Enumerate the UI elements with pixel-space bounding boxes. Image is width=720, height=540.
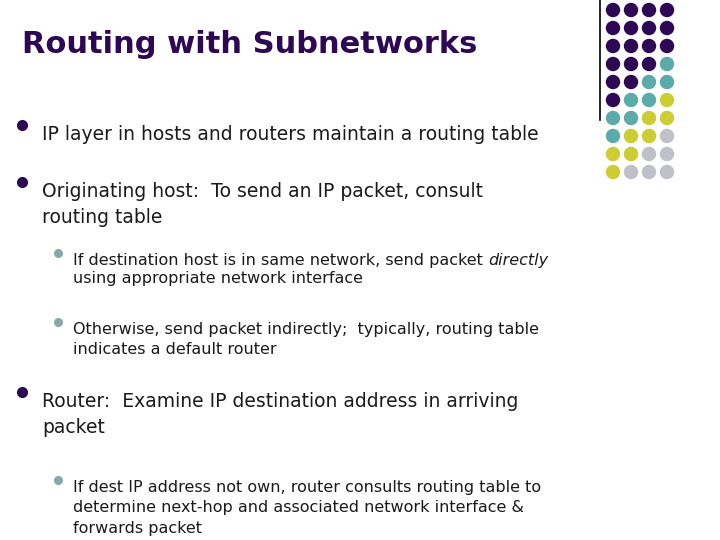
- Circle shape: [660, 130, 673, 143]
- Circle shape: [642, 130, 655, 143]
- Circle shape: [642, 147, 655, 160]
- Circle shape: [624, 93, 637, 106]
- Circle shape: [660, 165, 673, 179]
- Circle shape: [606, 57, 619, 71]
- Circle shape: [660, 147, 673, 160]
- Circle shape: [606, 3, 619, 17]
- Text: Originating host:  To send an IP packet, consult
routing table: Originating host: To send an IP packet, …: [42, 182, 483, 227]
- Circle shape: [624, 76, 637, 89]
- Circle shape: [606, 22, 619, 35]
- Circle shape: [642, 111, 655, 125]
- Circle shape: [624, 111, 637, 125]
- Circle shape: [624, 39, 637, 52]
- Circle shape: [624, 147, 637, 160]
- Text: using appropriate network interface: using appropriate network interface: [73, 271, 363, 286]
- Text: If dest IP address not own, router consults routing table to
determine next-hop : If dest IP address not own, router consu…: [73, 480, 541, 536]
- Circle shape: [624, 57, 637, 71]
- Circle shape: [606, 130, 619, 143]
- Circle shape: [660, 22, 673, 35]
- Circle shape: [624, 130, 637, 143]
- Circle shape: [606, 93, 619, 106]
- Circle shape: [606, 39, 619, 52]
- Circle shape: [642, 39, 655, 52]
- Circle shape: [660, 39, 673, 52]
- Text: Otherwise, send packet indirectly;  typically, routing table
indicates a default: Otherwise, send packet indirectly; typic…: [73, 322, 539, 357]
- Circle shape: [660, 76, 673, 89]
- Circle shape: [642, 76, 655, 89]
- Circle shape: [606, 111, 619, 125]
- Circle shape: [606, 76, 619, 89]
- Circle shape: [606, 147, 619, 160]
- Circle shape: [660, 57, 673, 71]
- Circle shape: [660, 93, 673, 106]
- Text: directly: directly: [488, 253, 548, 268]
- Text: IP layer in hosts and routers maintain a routing table: IP layer in hosts and routers maintain a…: [42, 125, 539, 144]
- Circle shape: [642, 165, 655, 179]
- Circle shape: [642, 57, 655, 71]
- Circle shape: [624, 165, 637, 179]
- Text: Routing with Subnetworks: Routing with Subnetworks: [22, 30, 477, 59]
- Circle shape: [624, 22, 637, 35]
- Circle shape: [642, 3, 655, 17]
- Circle shape: [642, 93, 655, 106]
- Circle shape: [624, 3, 637, 17]
- Circle shape: [606, 165, 619, 179]
- Text: Router:  Examine IP destination address in arriving
packet: Router: Examine IP destination address i…: [42, 392, 518, 437]
- Circle shape: [660, 3, 673, 17]
- Text: If destination host is in same network, send packet: If destination host is in same network, …: [73, 253, 488, 268]
- Circle shape: [660, 111, 673, 125]
- Circle shape: [642, 22, 655, 35]
